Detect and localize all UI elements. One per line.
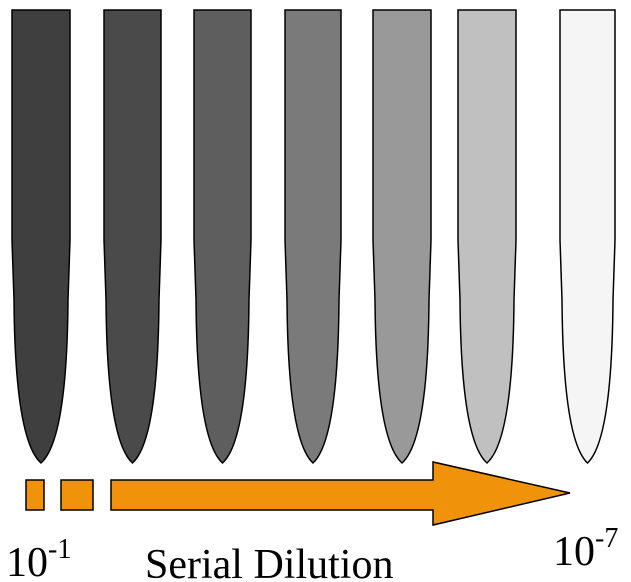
end-label: 10-7 [553, 523, 618, 575]
tube [284, 9, 342, 465]
arrow-dash [60, 479, 94, 511]
tubes [11, 9, 616, 465]
start-label: 10-1 [6, 534, 71, 582]
tube [193, 9, 252, 465]
caption: Serial Dilution [145, 542, 393, 582]
label-base: 10 [553, 529, 595, 575]
label-exponent: -1 [48, 534, 71, 565]
tube [457, 9, 517, 465]
tube [559, 9, 616, 465]
tube [103, 9, 162, 465]
label-base: 10 [6, 540, 48, 582]
tube [11, 9, 71, 465]
arrow-dash [25, 479, 45, 511]
dilution-arrow [25, 461, 571, 526]
tube [372, 9, 432, 465]
label-exponent: -7 [595, 523, 618, 554]
arrow [110, 461, 571, 526]
